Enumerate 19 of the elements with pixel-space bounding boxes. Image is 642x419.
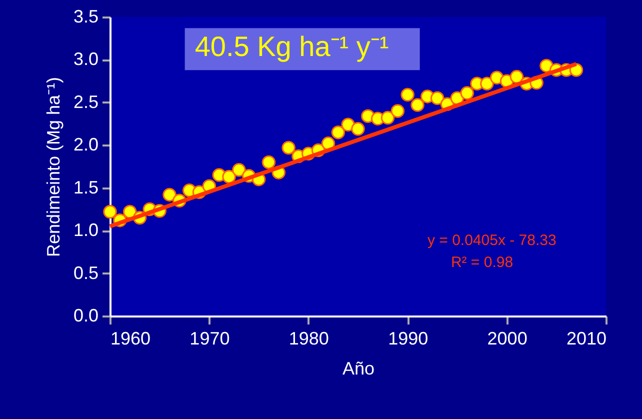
x-tick-label: 1990 [388, 328, 428, 348]
y-tick-label: 3.5 [73, 6, 98, 26]
y-tick-label: 1.0 [73, 220, 98, 240]
y-tick-label: 3.0 [73, 49, 98, 70]
annotation: y = 0.0405x - 78.33 [428, 232, 556, 250]
x-tick-label: 1970 [190, 328, 230, 348]
x-axis-title: Año [342, 358, 375, 378]
x-tick-label: 1980 [288, 328, 329, 348]
y-axis-title: Rendimeinto (Mg ha⁻¹) [43, 76, 64, 258]
y-tick-label: 0.5 [73, 262, 98, 283]
annotation: R² = 0.98 [450, 254, 514, 272]
y-tick-label: 0.0 [73, 306, 98, 326]
x-tick-label: 2010 [566, 328, 606, 348]
annotation: 40.5 Kg ha⁻¹ y⁻¹ [194, 31, 389, 62]
y-tick-label: 1.5 [73, 177, 98, 198]
x-tick-label: 1960 [110, 328, 151, 348]
y-tick-label: 2.5 [73, 92, 98, 112]
y-tick-label: 2.0 [73, 134, 98, 155]
x-tick-label: 2000 [487, 328, 528, 348]
